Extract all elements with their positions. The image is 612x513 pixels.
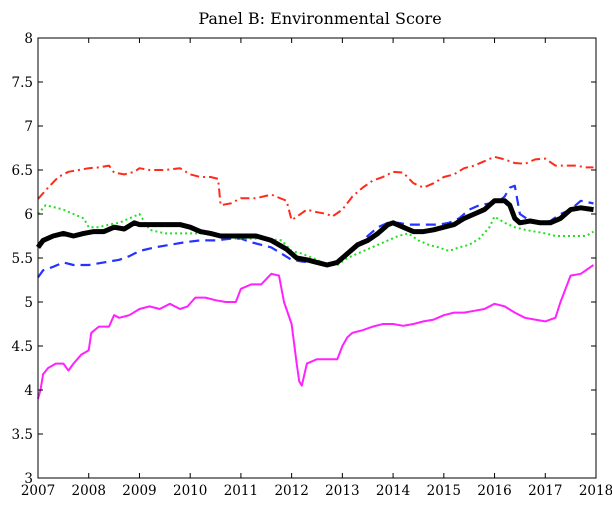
y-tick-label: 3.5: [12, 427, 33, 443]
x-tick-label: 2010: [173, 483, 207, 499]
series-line-3: [37, 204, 595, 266]
y-tick-label: 8: [24, 31, 33, 47]
series-line-1: [37, 155, 594, 222]
series-line-2: [37, 184, 594, 279]
y-tick-label: 5.5: [12, 251, 33, 267]
x-tick-label: 2014: [376, 483, 410, 499]
x-tick-label: 2012: [274, 483, 308, 499]
x-axis: 2007 2008 2009 2010 2011 2012 2013 2014 2015 2016…: [21, 38, 612, 499]
x-tick-label: 2013: [325, 483, 359, 499]
series-layer: [35, 155, 595, 400]
y-tick-label: 6: [24, 207, 33, 223]
x-tick-label: 2015: [427, 483, 461, 499]
x-tick-label: 2016: [477, 483, 511, 499]
y-tick-label: 5: [24, 295, 33, 311]
series-line-4: [35, 198, 594, 268]
y-tick-label: 4: [24, 383, 33, 399]
x-tick-label: 2011: [224, 483, 258, 499]
y-tick-label: 4.5: [12, 339, 33, 355]
x-tick-label: 2017: [528, 483, 562, 499]
y-tick-label: 7.5: [12, 75, 33, 91]
x-tick-label: 2007: [21, 483, 55, 499]
y-tick-label: 3: [24, 471, 33, 487]
x-tick-label: 2018: [579, 483, 612, 499]
y-tick-label: 7: [24, 119, 33, 135]
chart-title: Panel B: Environmental Score: [198, 9, 441, 28]
x-tick-label: 2009: [122, 483, 156, 499]
y-tick-label: 6.5: [12, 163, 33, 179]
plot-frame: [37, 37, 597, 479]
x-tick-label: 2008: [72, 483, 106, 499]
y-axis: 3 3.5 4 4.5 5 5.5 6 6.5 7 7.5 8: [12, 31, 596, 487]
series-line-5: [37, 264, 595, 400]
